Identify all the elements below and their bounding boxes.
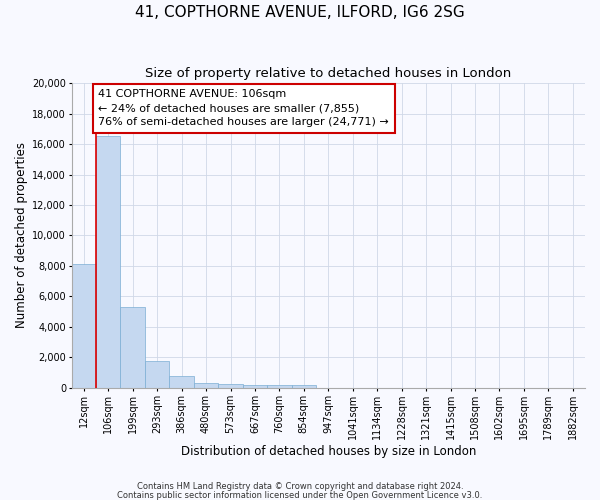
Bar	[243, 384, 267, 388]
Text: 41, COPTHORNE AVENUE, ILFORD, IG6 2SG: 41, COPTHORNE AVENUE, ILFORD, IG6 2SG	[135, 5, 465, 20]
Text: Contains public sector information licensed under the Open Government Licence v3: Contains public sector information licen…	[118, 490, 482, 500]
Bar	[194, 382, 218, 388]
X-axis label: Distribution of detached houses by size in London: Distribution of detached houses by size …	[181, 444, 476, 458]
Bar	[218, 384, 243, 388]
Bar	[121, 307, 145, 388]
Title: Size of property relative to detached houses in London: Size of property relative to detached ho…	[145, 68, 511, 80]
Bar	[267, 385, 292, 388]
Bar	[169, 376, 194, 388]
Bar	[71, 264, 96, 388]
Text: Contains HM Land Registry data © Crown copyright and database right 2024.: Contains HM Land Registry data © Crown c…	[137, 482, 463, 491]
Y-axis label: Number of detached properties: Number of detached properties	[15, 142, 28, 328]
Bar	[145, 361, 169, 388]
Bar	[96, 136, 121, 388]
Text: 41 COPTHORNE AVENUE: 106sqm
← 24% of detached houses are smaller (7,855)
76% of : 41 COPTHORNE AVENUE: 106sqm ← 24% of det…	[98, 89, 389, 127]
Bar	[292, 385, 316, 388]
